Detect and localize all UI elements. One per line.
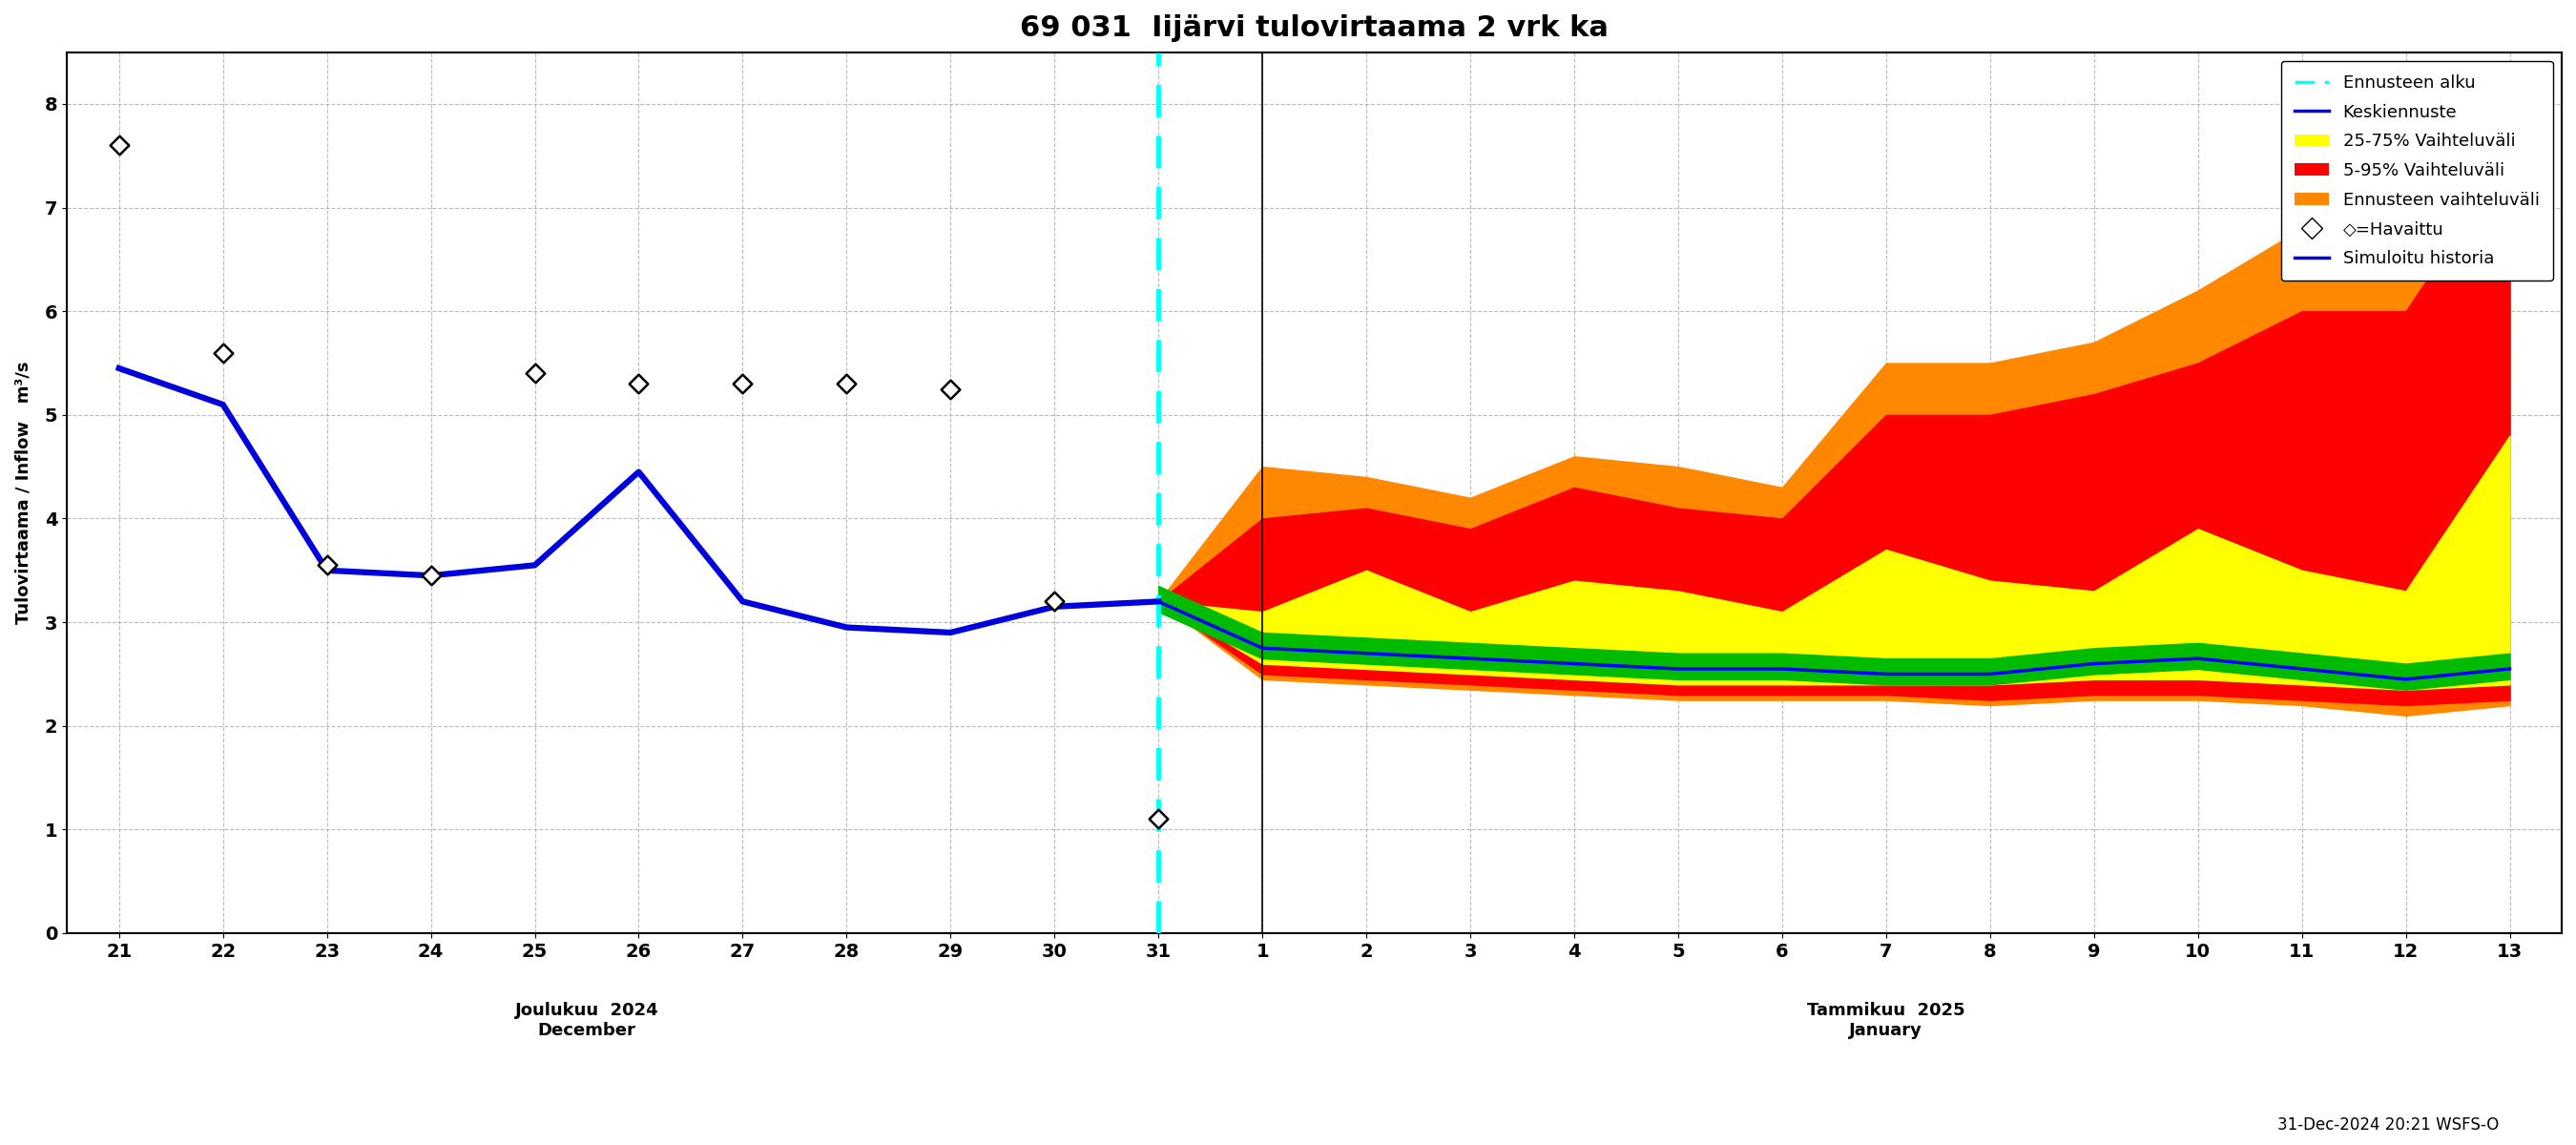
Point — [98, 136, 139, 155]
Point — [515, 364, 556, 382]
Point — [618, 374, 659, 393]
Text: 31-Dec-2024 20:21 WSFS-O: 31-Dec-2024 20:21 WSFS-O — [2277, 1116, 2499, 1134]
Text: Tammikuu  2025
January: Tammikuu 2025 January — [1806, 1002, 1965, 1040]
Point — [1139, 810, 1180, 828]
Title: 69 031  Iijärvi tulovirtaama 2 vrk ka: 69 031 Iijärvi tulovirtaama 2 vrk ka — [1020, 14, 1607, 42]
Point — [307, 556, 348, 575]
Point — [721, 374, 762, 393]
Point — [930, 380, 971, 398]
Point — [204, 344, 245, 362]
Y-axis label: Tulovirtaama / Inflow   m³/s: Tulovirtaama / Inflow m³/s — [15, 361, 31, 624]
Point — [410, 567, 451, 585]
Legend: Ennusteen alku, Keskiennuste, 25-75% Vaihteluväli, 5-95% Vaihteluväli, Ennusteen: Ennusteen alku, Keskiennuste, 25-75% Vai… — [2280, 61, 2553, 281]
Point — [827, 374, 868, 393]
Text: Joulukuu  2024
December: Joulukuu 2024 December — [515, 1002, 659, 1040]
Point — [1033, 592, 1074, 610]
